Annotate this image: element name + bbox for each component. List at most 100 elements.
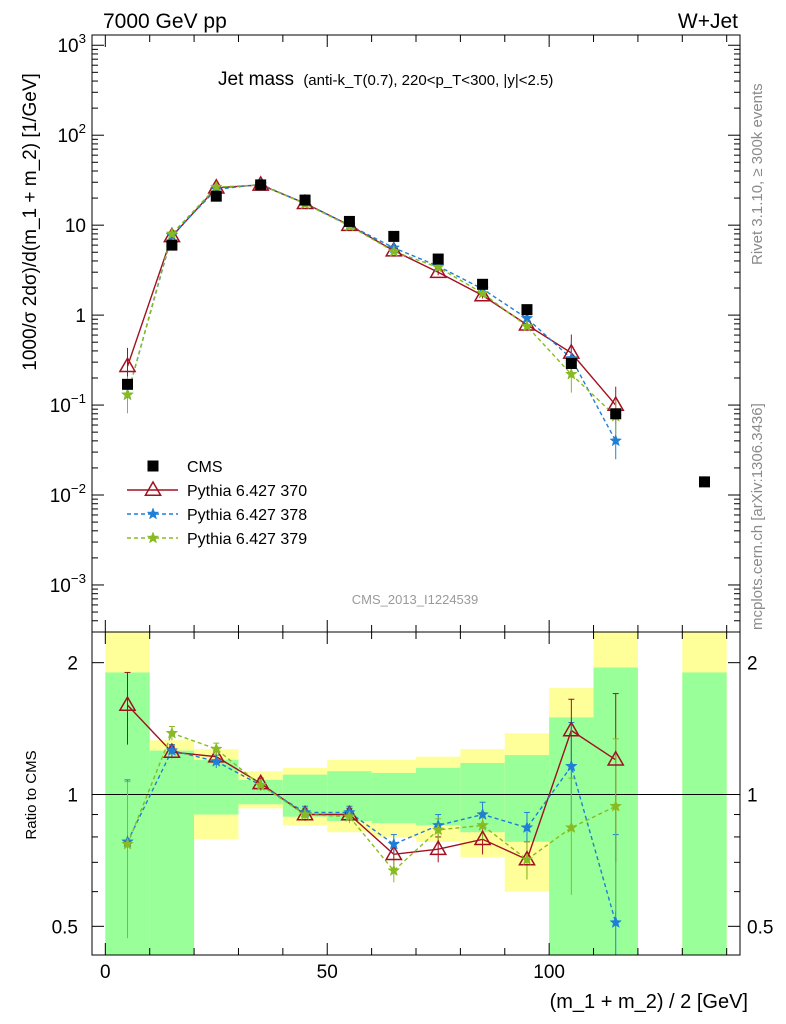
data-point: [610, 408, 622, 420]
ratio-point: [209, 754, 223, 767]
header-right: W+Jet: [678, 10, 738, 33]
ratio-point: [165, 726, 179, 739]
y-tick-label: 10−1: [50, 391, 86, 417]
ratio-point: [387, 864, 401, 877]
legend-entry: Pythia 6.427 378: [187, 507, 307, 524]
legend-marker: [146, 531, 160, 544]
ratio-point: [165, 743, 179, 756]
data-point: [166, 239, 178, 251]
data-point: [209, 180, 223, 193]
ratio-point: [343, 810, 356, 823]
data-point: [118, 356, 137, 373]
series-line: [126, 184, 617, 406]
ratio-point: [476, 818, 489, 831]
ratio-point: [254, 778, 268, 791]
series-line: [126, 184, 617, 417]
ratio-series-line: [126, 704, 617, 861]
ratio-y-tick-label: 1: [67, 785, 78, 806]
main-ylabel: 1000/σ 2dσ)/d(m_1 + m_2) [1/GeV]: [20, 73, 41, 371]
ratio-series-line: [126, 732, 617, 872]
y-tick-label: 10−3: [50, 571, 86, 597]
ratio-point: [564, 759, 578, 772]
x-tick-label: 0: [100, 962, 111, 983]
uncertainty-band-inner: [682, 672, 727, 955]
ratio-point: [429, 839, 448, 856]
legend-marker: [144, 480, 162, 496]
ratio-point: [606, 750, 625, 766]
data-point: [521, 304, 533, 316]
data-point: [565, 357, 577, 369]
ratio-point: [298, 807, 312, 820]
data-point: [477, 278, 489, 290]
ratio-point: [520, 820, 534, 834]
ratio-y-tick-label: 1: [747, 785, 758, 806]
mcplots-label: mcplots.cern.ch [arXiv:1306.3436]: [749, 403, 766, 630]
ratio-point: [387, 837, 401, 850]
y-tick-label: 10−2: [50, 481, 86, 507]
ratio-point: [340, 804, 359, 821]
data-point: [564, 367, 578, 380]
data-point: [609, 434, 623, 447]
data-point: [429, 262, 448, 279]
data-point: [520, 319, 534, 332]
data-point: [698, 476, 710, 488]
legend-marker: [146, 507, 160, 520]
ratio-point: [251, 773, 270, 790]
legend-entry: Pythia 6.427 370: [187, 483, 307, 500]
data-point: [432, 253, 444, 265]
ratio-panel: 0.5 0.5 1 1 2 2 0 50 100 Ratio to CMS (m_1 + m_2…: [23, 631, 773, 1013]
ratio-y-tick-label: 2: [67, 654, 78, 675]
main-panel: 10−3 10−2 10−1 1 10 102 103 Jet mass (anti-k_T…: [20, 31, 741, 633]
main-title-text: Jet mass: [218, 69, 294, 90]
legend-entry: Pythia 6.427 379: [187, 531, 307, 548]
data-point: [255, 179, 267, 191]
data-point: [476, 286, 489, 299]
uncertainty-band-inner: [149, 750, 195, 955]
ratio-ylabel: Ratio to CMS: [23, 750, 40, 839]
ratio-point: [520, 852, 534, 866]
header-left: 7000 GeV pp: [103, 10, 227, 33]
ratio-y-tick-label: 0.5: [52, 917, 78, 938]
y-tick-label: 102: [57, 121, 86, 147]
ratio-y-tick-label: 2: [747, 654, 758, 675]
uncertainty-band-inner: [194, 759, 239, 815]
ratio-point: [476, 807, 489, 820]
y-tick-label: 10: [65, 216, 86, 237]
data-point: [387, 244, 401, 257]
data-point: [343, 215, 355, 227]
ratio-point: [473, 829, 492, 846]
ratio-point: [564, 820, 578, 834]
y-tick-label: 103: [57, 31, 86, 57]
data-point: [122, 378, 134, 390]
ratio-point: [163, 742, 181, 759]
main-title: Jet mass (anti-k_T(0.7), 220<p_T<300, |y…: [218, 69, 553, 90]
ratio-point: [431, 823, 445, 836]
legend-entry: CMS: [187, 459, 223, 476]
main-title-sub: (anti-k_T(0.7), 220<p_T<300, |y|<2.5): [303, 72, 553, 89]
uncertainty-band-inner: [371, 772, 416, 824]
series-line: [126, 183, 617, 442]
ratio-y-tick-label: 0.5: [747, 917, 773, 938]
data-point: [165, 227, 179, 240]
ratio-point: [209, 742, 223, 755]
ratio-point: [118, 695, 137, 712]
rivet-label: Rivet 3.1.10, ≥ 300k events: [749, 83, 766, 265]
analysis-id: CMS_2013_I1224539: [352, 592, 479, 607]
y-tick-label: 1: [75, 306, 86, 327]
data-point: [299, 194, 311, 206]
ratio-point: [562, 720, 581, 737]
data-point: [431, 260, 445, 273]
data-point: [388, 230, 400, 242]
ratio-point: [121, 837, 134, 850]
data-point: [121, 388, 134, 401]
ratio-point: [384, 844, 403, 861]
legend-marker: [147, 460, 159, 472]
x-axis-label: (m_1 + m_2) / 2 [GeV]: [550, 991, 748, 1013]
x-tick-label: 100: [533, 962, 565, 983]
data-point: [210, 190, 222, 202]
x-tick-label: 50: [317, 962, 338, 983]
legend: CMS Pythia 6.427 370 Pythia 6.427 378 Pythi…: [127, 459, 307, 548]
ratio-point: [609, 799, 623, 812]
ratio-point: [609, 915, 623, 928]
